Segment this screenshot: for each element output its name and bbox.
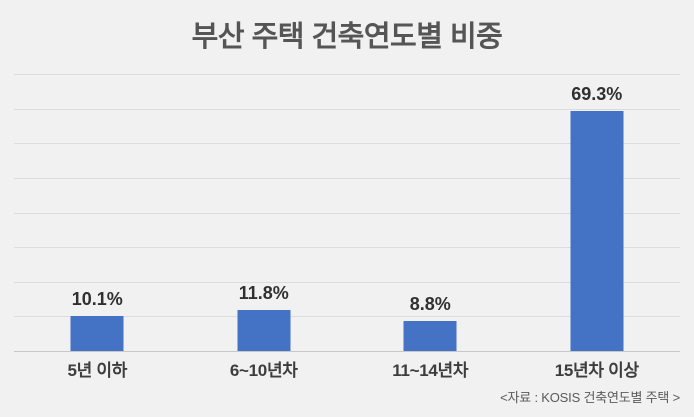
gridline — [14, 108, 680, 110]
gridline — [14, 281, 680, 283]
bar — [570, 111, 624, 351]
bar-column: 69.3% — [514, 74, 681, 351]
bar — [403, 320, 457, 351]
bar-column: 10.1% — [14, 74, 181, 351]
plot-area: 10.1% 11.8% 8.8% 69.3% — [14, 74, 681, 352]
gridline — [14, 143, 680, 145]
bar — [237, 310, 291, 351]
gridline — [14, 74, 680, 75]
chart-title: 부산 주택 건축연도별 비중 — [191, 21, 503, 53]
bar-column: 8.8% — [347, 74, 514, 351]
x-axis: 5년 이하 6~10년차 11~14년차 15년차 이상 — [14, 356, 680, 380]
x-axis-label: 6~10년차 — [229, 361, 298, 380]
gridline — [14, 316, 680, 318]
gridline — [14, 177, 680, 179]
x-axis-label: 11~14년차 — [392, 361, 469, 380]
x-axis-label: 5년 이하 — [67, 361, 128, 380]
bar-column: 11.8% — [181, 74, 348, 351]
bar-value-label: 8.8% — [409, 293, 451, 314]
bar-value-label: 10.1% — [71, 289, 123, 310]
x-axis-line — [14, 351, 680, 352]
bar-value-label: 11.8% — [238, 283, 289, 304]
x-axis-label: 15년차 이상 — [554, 361, 639, 380]
gridline — [14, 212, 680, 214]
gridline — [14, 247, 680, 249]
bar-value-label: 69.3% — [571, 84, 623, 105]
source-note: <자료 : KOSIS 건축연도별 주택 > — [500, 390, 680, 405]
bar — [70, 316, 124, 351]
